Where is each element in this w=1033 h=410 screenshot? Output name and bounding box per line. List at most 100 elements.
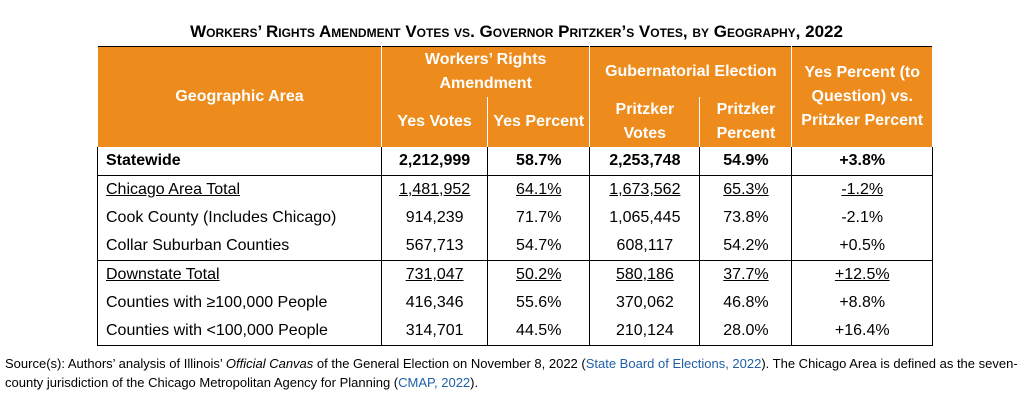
subheader: Pritzker Votes [589, 97, 701, 147]
table-cell: 608,117 [589, 232, 701, 261]
table-cell: 54.2% [699, 232, 793, 261]
table-cell: 44.5% [487, 317, 591, 346]
table-cell: 54.7% [487, 232, 591, 261]
cell-text: 314,701 [405, 322, 464, 339]
cell-text: 731,047 [405, 266, 464, 283]
table-cell: 28.0% [699, 317, 793, 346]
cell-text: +0.5% [839, 237, 886, 254]
cell-text: -1.2% [841, 181, 884, 198]
table-cell: 370,062 [589, 289, 701, 317]
table-cell: 46.8% [699, 289, 793, 317]
cell-text: -2.1% [841, 209, 884, 226]
cell-text: 1,481,952 [399, 181, 471, 198]
cell-text: 44.5% [516, 322, 562, 339]
table-cell: Downstate Total [96, 260, 383, 289]
table-cell: 567,713 [381, 232, 489, 261]
table-cell: Cook County (Includes Chicago) [96, 204, 383, 232]
header: Geographic Area [96, 46, 383, 147]
source-text: ). [470, 375, 479, 390]
table-cell: +3.8% [791, 147, 933, 176]
table-cell: 1,673,562 [589, 175, 701, 204]
table-cell: 2,212,999 [381, 147, 489, 176]
header: Gubernatorial Election [589, 46, 793, 97]
cell-text: 2,212,999 [399, 152, 471, 169]
table-cell: 2,253,748 [589, 147, 701, 176]
subheader: Yes Votes [381, 97, 489, 147]
table-cell: +12.5% [791, 260, 933, 289]
cell-text: 50.2% [516, 266, 562, 283]
subheader: Yes Percent [487, 97, 591, 147]
table-cell: 416,346 [381, 289, 489, 317]
table-cell: 1,481,952 [381, 175, 489, 204]
table-cell: 58.7% [487, 147, 591, 176]
table-cell: 210,124 [589, 317, 701, 346]
cell-text: Collar Suburban Counties [106, 237, 290, 254]
cell-text: Counties with ≥100,000 People [106, 294, 328, 311]
subheader: Pritzker Percent [699, 97, 793, 147]
cell-text: +12.5% [834, 266, 890, 283]
table-row: Cook County (Includes Chicago) 914,239 71.… [96, 204, 933, 232]
source-link[interactable]: CMAP, 2022 [398, 375, 471, 390]
table-row: Counties with ≥100,000 People 416,346 55.6… [96, 289, 933, 317]
header: Workers’ Rights Amendment [381, 46, 591, 97]
cell-text: Chicago Area Total [106, 181, 241, 198]
cell-text: 28.0% [723, 322, 769, 339]
table-cell: Chicago Area Total [96, 175, 383, 204]
table-row: Counties with <100,000 People 314,701 44.5… [96, 317, 933, 346]
cell-text: 2,253,748 [609, 152, 681, 169]
table-cell: 580,186 [589, 260, 701, 289]
cell-text: 567,713 [405, 237, 464, 254]
table-cell: 1,065,445 [589, 204, 701, 232]
cell-text: 46.8% [723, 294, 769, 311]
cell-text: 210,124 [615, 322, 674, 339]
cell-text: 58.7% [516, 152, 562, 169]
cell-text: 65.3% [723, 181, 769, 198]
table-cell: 65.3% [699, 175, 793, 204]
table-cell: 55.6% [487, 289, 591, 317]
source-text: Source(s): Authors’ analysis of Illinois… [5, 356, 226, 371]
cell-text: 416,346 [405, 294, 464, 311]
cell-text: 71.7% [516, 209, 562, 226]
cell-text: 64.1% [516, 181, 562, 198]
source-text: ). The Chicago Area is defined as the se… [5, 356, 1018, 390]
cell-text: 608,117 [616, 237, 674, 254]
table-row: Downstate Total 731,047 50.2% 580,186 37.7% +… [96, 260, 933, 289]
cell-text: 370,062 [615, 294, 674, 311]
cell-text: 1,065,445 [609, 209, 681, 226]
cell-text: Statewide [106, 152, 181, 169]
cell-text: 37.7% [723, 266, 769, 283]
table-cell: 314,701 [381, 317, 489, 346]
cell-text: +16.4% [834, 322, 890, 339]
table-cell: Statewide [96, 147, 383, 176]
data-table: Geographic Area Workers’ Rights Amendmen… [96, 46, 933, 346]
table-cell: 50.2% [487, 260, 591, 289]
table-cell: 73.8% [699, 204, 793, 232]
cell-text: 54.7% [516, 237, 562, 254]
cell-text: 54.9% [723, 152, 769, 169]
table-cell: -2.1% [791, 204, 933, 232]
source-link[interactable]: State Board of Elections, 2022 [585, 356, 762, 371]
source-italic: Official Canvas [225, 356, 314, 371]
table-cell: +0.5% [791, 232, 933, 261]
table-cell: 37.7% [699, 260, 793, 289]
table-cell: -1.2% [791, 175, 933, 204]
table-row: Collar Suburban Counties 567,713 54.7% 608,… [96, 232, 933, 261]
cell-text: +3.8% [839, 152, 886, 169]
table-cell: 64.1% [487, 175, 591, 204]
table-cell: 71.7% [487, 204, 591, 232]
cell-text: Downstate Total [106, 266, 220, 283]
table-cell: 54.9% [699, 147, 793, 176]
table-cell: Collar Suburban Counties [96, 232, 383, 261]
table-cell: Counties with <100,000 People [96, 317, 383, 346]
cell-text: 54.2% [723, 237, 769, 254]
table-cell: 914,239 [381, 204, 489, 232]
cell-text: 1,673,562 [609, 181, 681, 198]
cell-text: 914,239 [405, 209, 464, 226]
source-text: of the General Election on November 8, 2… [313, 356, 586, 371]
table-body: Statewide 2,212,999 58.7% 2,253,748 54.9% +3.… [96, 147, 933, 346]
table-row: Statewide 2,212,999 58.7% 2,253,748 54.9% +3.… [96, 147, 933, 176]
header: Yes Percent (to Question) vs. Pritzker P… [791, 46, 933, 147]
cell-text: +8.8% [839, 294, 886, 311]
table-cell: 731,047 [381, 260, 489, 289]
